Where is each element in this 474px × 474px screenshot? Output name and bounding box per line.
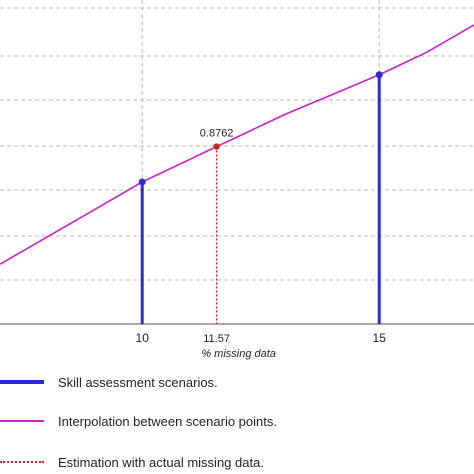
estimate-value-label: 0.8762 bbox=[200, 128, 234, 140]
legend-swatch-interpolation bbox=[0, 420, 44, 422]
legend-item-estimation: Estimation with actual missing data. bbox=[0, 452, 264, 472]
curve-layer bbox=[0, 24, 474, 265]
legend-item-scenarios: Skill assessment scenarios. bbox=[0, 372, 218, 392]
grid-layer bbox=[0, 0, 474, 324]
legend-label-estimation: Estimation with actual missing data. bbox=[58, 454, 264, 470]
estimate-point bbox=[213, 143, 220, 150]
scenario-point-1 bbox=[375, 71, 383, 79]
x-tick-label-1: 15 bbox=[373, 331, 387, 345]
legend-label-scenarios: Skill assessment scenarios. bbox=[58, 374, 218, 390]
legend-label-interpolation: Interpolation between scenario points. bbox=[58, 413, 277, 429]
x-tick-label-0: 10 bbox=[136, 331, 150, 345]
scenario-point-0 bbox=[138, 178, 146, 186]
mark-layer bbox=[138, 71, 383, 324]
interpolation-line bbox=[0, 24, 474, 265]
estimate-x-label: 11.57 bbox=[203, 333, 230, 345]
label-layer: 0.8762 10 15 11.57 % missing data bbox=[136, 128, 387, 360]
x-axis-label: % missing data bbox=[201, 348, 276, 360]
legend-swatch-scenarios bbox=[0, 380, 44, 384]
legend-item-interpolation: Interpolation between scenario points. bbox=[0, 411, 277, 431]
legend-swatch-estimation bbox=[0, 461, 44, 463]
